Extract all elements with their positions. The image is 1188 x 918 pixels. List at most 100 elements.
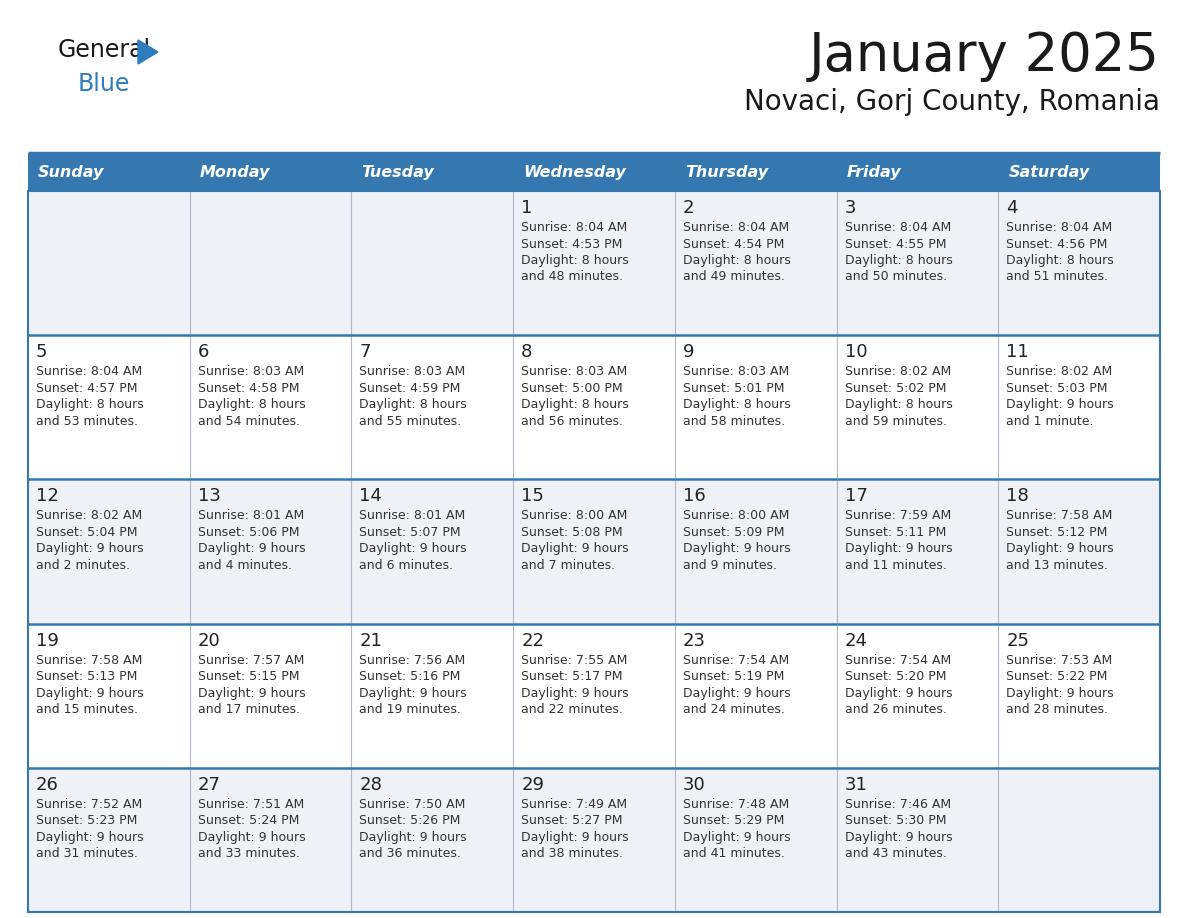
Text: General: General bbox=[58, 38, 151, 62]
Text: and 49 minutes.: and 49 minutes. bbox=[683, 271, 785, 284]
Text: Daylight: 9 hours: Daylight: 9 hours bbox=[197, 543, 305, 555]
Text: Sunset: 5:19 PM: Sunset: 5:19 PM bbox=[683, 670, 784, 683]
Text: Novaci, Gorj County, Romania: Novaci, Gorj County, Romania bbox=[744, 88, 1159, 116]
Text: Sunset: 5:07 PM: Sunset: 5:07 PM bbox=[360, 526, 461, 539]
Bar bbox=[29, 767, 1159, 912]
Text: 16: 16 bbox=[683, 487, 706, 506]
Text: Sunset: 4:53 PM: Sunset: 4:53 PM bbox=[522, 238, 623, 251]
Text: Daylight: 9 hours: Daylight: 9 hours bbox=[36, 543, 144, 555]
Text: Daylight: 9 hours: Daylight: 9 hours bbox=[360, 831, 467, 844]
Text: 17: 17 bbox=[845, 487, 867, 506]
Text: Sunrise: 7:46 AM: Sunrise: 7:46 AM bbox=[845, 798, 950, 811]
Text: Sunset: 5:27 PM: Sunset: 5:27 PM bbox=[522, 814, 623, 827]
Text: Daylight: 9 hours: Daylight: 9 hours bbox=[36, 831, 144, 844]
Text: 7: 7 bbox=[360, 343, 371, 361]
Text: Sunset: 5:15 PM: Sunset: 5:15 PM bbox=[197, 670, 299, 683]
Text: Sunrise: 8:03 AM: Sunrise: 8:03 AM bbox=[197, 365, 304, 378]
Text: Sunset: 5:20 PM: Sunset: 5:20 PM bbox=[845, 670, 946, 683]
Text: Daylight: 8 hours: Daylight: 8 hours bbox=[197, 398, 305, 411]
Text: Sunrise: 8:04 AM: Sunrise: 8:04 AM bbox=[36, 365, 143, 378]
Text: 12: 12 bbox=[36, 487, 59, 506]
Text: 20: 20 bbox=[197, 632, 221, 650]
Text: Sunset: 4:59 PM: Sunset: 4:59 PM bbox=[360, 382, 461, 395]
Text: 13: 13 bbox=[197, 487, 221, 506]
Text: Sunset: 5:08 PM: Sunset: 5:08 PM bbox=[522, 526, 623, 539]
Text: Daylight: 9 hours: Daylight: 9 hours bbox=[845, 687, 953, 700]
Text: Sunrise: 8:04 AM: Sunrise: 8:04 AM bbox=[683, 221, 789, 234]
Bar bbox=[190, 153, 352, 191]
Text: 29: 29 bbox=[522, 776, 544, 794]
Text: Daylight: 9 hours: Daylight: 9 hours bbox=[36, 687, 144, 700]
Text: Wednesday: Wednesday bbox=[523, 164, 626, 180]
Text: and 22 minutes.: and 22 minutes. bbox=[522, 703, 623, 716]
Text: Sunset: 5:30 PM: Sunset: 5:30 PM bbox=[845, 814, 946, 827]
Text: Sunrise: 8:04 AM: Sunrise: 8:04 AM bbox=[845, 221, 950, 234]
Text: Daylight: 9 hours: Daylight: 9 hours bbox=[1006, 398, 1114, 411]
Text: and 59 minutes.: and 59 minutes. bbox=[845, 415, 947, 428]
Text: and 28 minutes.: and 28 minutes. bbox=[1006, 703, 1108, 716]
Text: Sunset: 5:03 PM: Sunset: 5:03 PM bbox=[1006, 382, 1107, 395]
Text: Sunrise: 8:03 AM: Sunrise: 8:03 AM bbox=[522, 365, 627, 378]
Text: Daylight: 9 hours: Daylight: 9 hours bbox=[360, 687, 467, 700]
Text: and 54 minutes.: and 54 minutes. bbox=[197, 415, 299, 428]
Bar bbox=[513, 153, 675, 191]
Text: Daylight: 9 hours: Daylight: 9 hours bbox=[360, 543, 467, 555]
Text: Sunset: 5:12 PM: Sunset: 5:12 PM bbox=[1006, 526, 1107, 539]
Text: Sunset: 5:23 PM: Sunset: 5:23 PM bbox=[36, 814, 138, 827]
Text: Sunset: 4:55 PM: Sunset: 4:55 PM bbox=[845, 238, 946, 251]
Text: and 19 minutes.: and 19 minutes. bbox=[360, 703, 461, 716]
Text: 5: 5 bbox=[36, 343, 48, 361]
Text: Daylight: 9 hours: Daylight: 9 hours bbox=[522, 687, 628, 700]
Text: January 2025: January 2025 bbox=[809, 30, 1159, 82]
Text: Sunrise: 8:01 AM: Sunrise: 8:01 AM bbox=[197, 509, 304, 522]
Text: and 43 minutes.: and 43 minutes. bbox=[845, 847, 947, 860]
Text: 28: 28 bbox=[360, 776, 383, 794]
Text: Sunset: 5:01 PM: Sunset: 5:01 PM bbox=[683, 382, 784, 395]
Text: Daylight: 9 hours: Daylight: 9 hours bbox=[522, 831, 628, 844]
Text: Sunrise: 7:58 AM: Sunrise: 7:58 AM bbox=[1006, 509, 1113, 522]
Text: Sunset: 4:57 PM: Sunset: 4:57 PM bbox=[36, 382, 138, 395]
Text: Daylight: 8 hours: Daylight: 8 hours bbox=[683, 254, 790, 267]
Text: Daylight: 8 hours: Daylight: 8 hours bbox=[522, 398, 628, 411]
Text: Sunrise: 7:52 AM: Sunrise: 7:52 AM bbox=[36, 798, 143, 811]
Text: Thursday: Thursday bbox=[684, 164, 767, 180]
Text: Sunset: 4:56 PM: Sunset: 4:56 PM bbox=[1006, 238, 1107, 251]
Text: Sunrise: 7:50 AM: Sunrise: 7:50 AM bbox=[360, 798, 466, 811]
Text: and 31 minutes.: and 31 minutes. bbox=[36, 847, 138, 860]
Text: and 6 minutes.: and 6 minutes. bbox=[360, 559, 454, 572]
Text: Sunset: 5:29 PM: Sunset: 5:29 PM bbox=[683, 814, 784, 827]
Text: Sunset: 4:58 PM: Sunset: 4:58 PM bbox=[197, 382, 299, 395]
Text: and 24 minutes.: and 24 minutes. bbox=[683, 703, 785, 716]
Text: 23: 23 bbox=[683, 632, 706, 650]
Text: Sunset: 5:17 PM: Sunset: 5:17 PM bbox=[522, 670, 623, 683]
Text: and 4 minutes.: and 4 minutes. bbox=[197, 559, 292, 572]
Text: Sunrise: 8:00 AM: Sunrise: 8:00 AM bbox=[683, 509, 789, 522]
Text: Sunrise: 7:54 AM: Sunrise: 7:54 AM bbox=[683, 654, 789, 666]
Text: Daylight: 9 hours: Daylight: 9 hours bbox=[197, 687, 305, 700]
Text: Daylight: 9 hours: Daylight: 9 hours bbox=[1006, 687, 1114, 700]
Text: 2: 2 bbox=[683, 199, 694, 217]
Text: 3: 3 bbox=[845, 199, 857, 217]
Text: Sunday: Sunday bbox=[38, 164, 105, 180]
Text: and 7 minutes.: and 7 minutes. bbox=[522, 559, 615, 572]
Text: Sunrise: 7:51 AM: Sunrise: 7:51 AM bbox=[197, 798, 304, 811]
Bar bbox=[675, 153, 836, 191]
Text: and 15 minutes.: and 15 minutes. bbox=[36, 703, 138, 716]
Bar bbox=[29, 479, 1159, 623]
Text: 18: 18 bbox=[1006, 487, 1029, 506]
Text: Daylight: 8 hours: Daylight: 8 hours bbox=[845, 254, 953, 267]
Bar bbox=[352, 153, 513, 191]
Bar bbox=[29, 623, 1159, 767]
Text: and 58 minutes.: and 58 minutes. bbox=[683, 415, 785, 428]
Text: and 36 minutes.: and 36 minutes. bbox=[360, 847, 461, 860]
Text: and 11 minutes.: and 11 minutes. bbox=[845, 559, 947, 572]
Text: 11: 11 bbox=[1006, 343, 1029, 361]
Text: Daylight: 9 hours: Daylight: 9 hours bbox=[197, 831, 305, 844]
Text: 14: 14 bbox=[360, 487, 383, 506]
Text: Sunset: 5:13 PM: Sunset: 5:13 PM bbox=[36, 670, 138, 683]
Text: and 38 minutes.: and 38 minutes. bbox=[522, 847, 624, 860]
Text: Sunset: 5:22 PM: Sunset: 5:22 PM bbox=[1006, 670, 1107, 683]
Text: Sunset: 5:09 PM: Sunset: 5:09 PM bbox=[683, 526, 784, 539]
Text: 21: 21 bbox=[360, 632, 383, 650]
Text: Sunrise: 7:56 AM: Sunrise: 7:56 AM bbox=[360, 654, 466, 666]
